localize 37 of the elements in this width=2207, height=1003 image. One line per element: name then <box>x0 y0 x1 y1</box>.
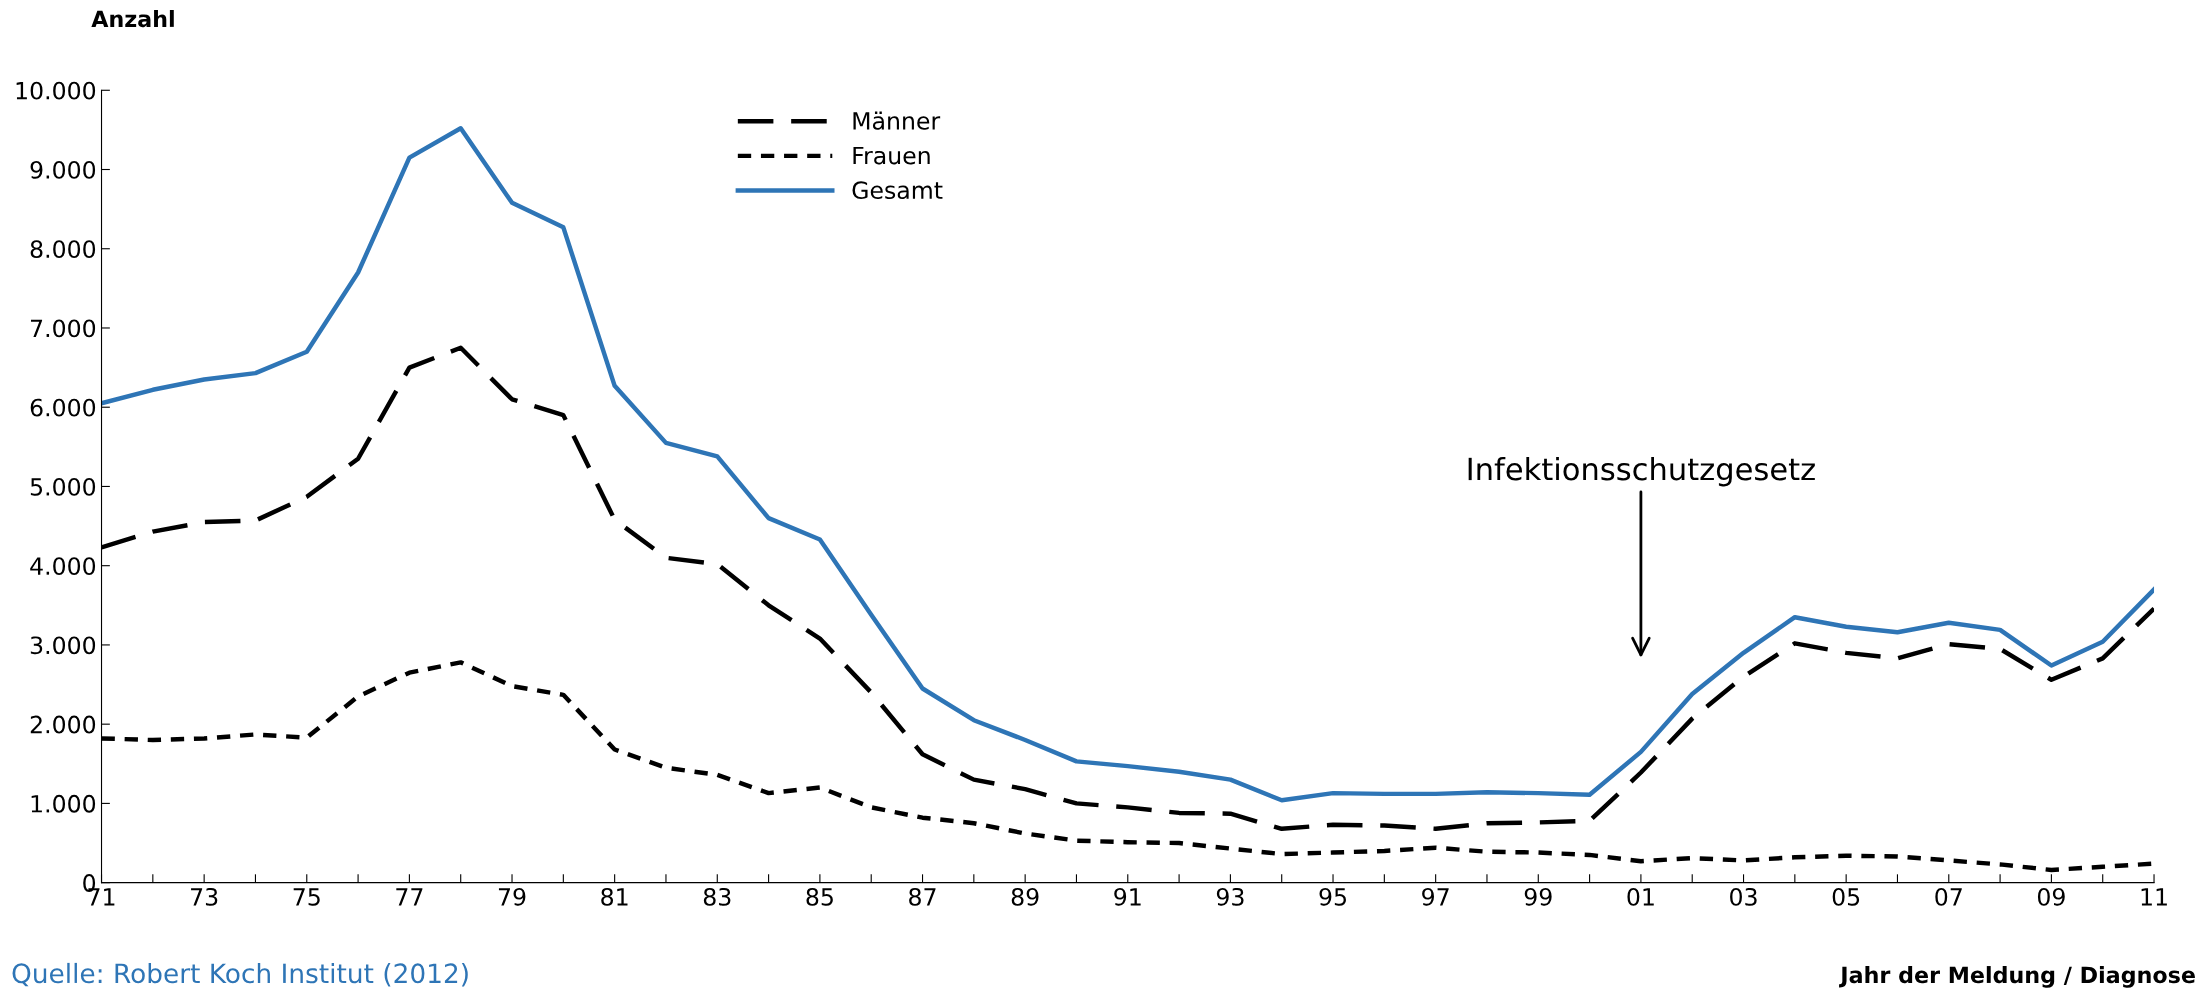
x-tick-label: 89 <box>1011 887 1039 906</box>
y-tick-label: 10.000 <box>16 81 96 100</box>
y-tick-label: 1.000 <box>31 794 96 813</box>
y-axis-title: Anzahl <box>91 10 174 28</box>
x-tick-label: 97 <box>1422 887 1449 906</box>
y-tick-label: 2.000 <box>30 715 96 734</box>
x-tick-label: 81 <box>601 887 628 906</box>
x-tick-label: 93 <box>1216 887 1244 906</box>
x-tick-label: 95 <box>1319 887 1346 906</box>
y-tick-label: 4.000 <box>30 557 96 575</box>
x-tick-label: 09 <box>2037 887 2065 906</box>
legend-label: Männer <box>853 111 941 130</box>
x-tick-label: 99 <box>1524 887 1552 906</box>
x-tick-label: 07 <box>1935 887 1962 906</box>
legend-label: Frauen <box>853 146 930 165</box>
x-tick-label: 79 <box>498 887 526 906</box>
x-tick-label: 77 <box>396 888 423 906</box>
x-tick-label: 83 <box>703 887 731 906</box>
x-tick-label: 91 <box>1114 887 1141 906</box>
x-axis-title: Jahr der Meldung / Diagnose <box>1839 966 2195 988</box>
x-tick-label: 85 <box>806 887 833 906</box>
y-tick-label: 7.000 <box>31 319 96 338</box>
y-tick-label: 5.000 <box>30 477 96 496</box>
x-tick-label: 75 <box>293 888 320 906</box>
source-note: Quelle: Robert Koch Institut (2012) <box>12 962 468 987</box>
x-tick-label: 11 <box>2141 888 2167 906</box>
x-tick-label: 73 <box>191 887 218 906</box>
y-tick-label: 8.000 <box>30 240 96 259</box>
annotation: Infektionsschutzgesetz <box>1468 456 1815 487</box>
y-tick-label: 6.000 <box>30 398 96 417</box>
x-tick-label: 01 <box>1627 887 1654 906</box>
x-tick-label: 03 <box>1730 887 1757 906</box>
x-tick-label: 87 <box>909 887 936 906</box>
x-tick-label: 05 <box>1832 887 1860 906</box>
legend-label: Gesamt <box>852 181 943 200</box>
y-tick-label: 3.000 <box>30 636 96 655</box>
y-tick-label: 9.000 <box>30 160 96 179</box>
